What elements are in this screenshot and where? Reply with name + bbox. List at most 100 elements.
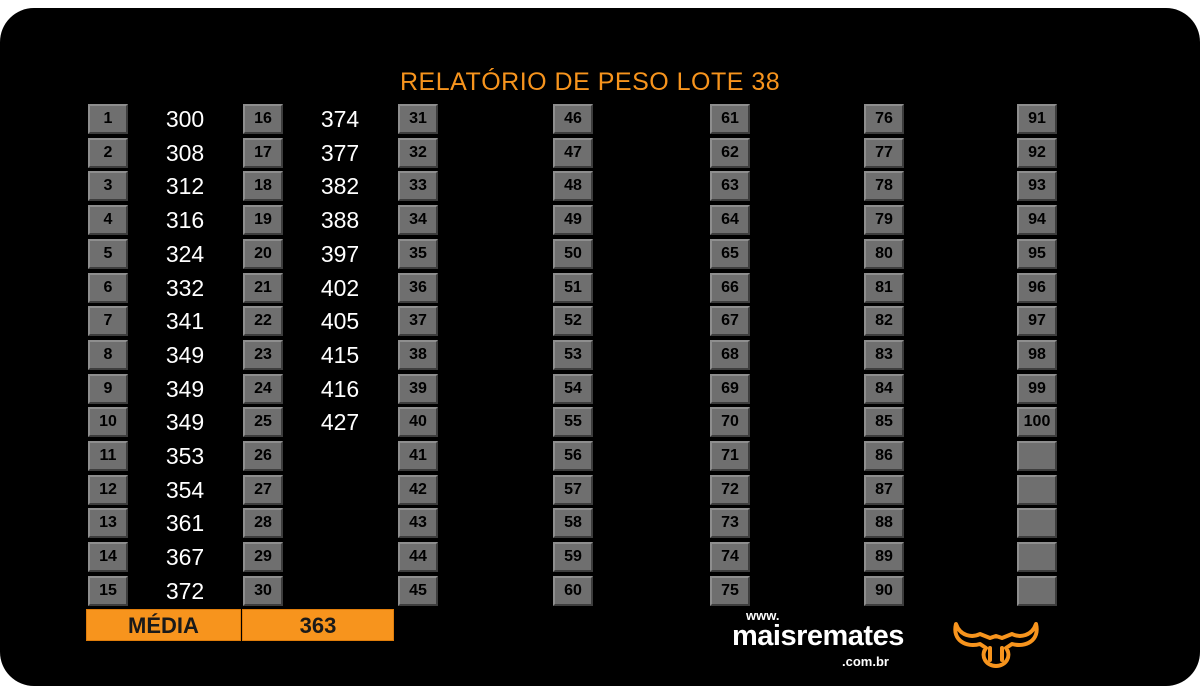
- animal-number-cell: 69: [710, 373, 750, 404]
- animal-number-cell: 84: [864, 373, 904, 404]
- animal-weight-value: 361: [165, 510, 205, 537]
- animal-weight-value: 382: [320, 173, 360, 200]
- animal-number-cell: 24: [243, 373, 283, 404]
- animal-number-cell: 60: [553, 575, 593, 606]
- animal-number-cell: 2: [88, 137, 128, 168]
- animal-weight-value: 349: [165, 375, 205, 402]
- animal-number-cell: 34: [398, 205, 438, 236]
- animal-number-cell: 50: [553, 238, 593, 269]
- animal-number-cell: 23: [243, 339, 283, 370]
- animal-number-cell: 97: [1017, 306, 1057, 337]
- animal-number-cell: 91: [1017, 104, 1057, 134]
- animal-number-cell: 75: [710, 575, 750, 606]
- animal-number-cell: 33: [398, 171, 438, 202]
- animal-number-cell: 48: [553, 171, 593, 202]
- animal-number-cell: [1017, 474, 1057, 505]
- animal-number-cell: 29: [243, 542, 283, 573]
- animal-number-cell: 72: [710, 474, 750, 505]
- animal-number-cell: 39: [398, 373, 438, 404]
- animal-number-cell: 30: [243, 575, 283, 606]
- animal-number-cell: 79: [864, 205, 904, 236]
- animal-number-cell: 47: [553, 137, 593, 168]
- animal-number-cell: 19: [243, 205, 283, 236]
- animal-weight-value: 377: [320, 139, 360, 166]
- bull-logo-icon: [953, 622, 1039, 668]
- logo-domain: .com.br: [842, 654, 889, 669]
- animal-number-cell: 66: [710, 272, 750, 303]
- animal-number-cell: 82: [864, 306, 904, 337]
- animal-weight-value: 308: [165, 139, 205, 166]
- animal-weight-value: 324: [165, 240, 205, 267]
- animal-number-cell: 7: [88, 306, 128, 337]
- animal-number-cell: 22: [243, 306, 283, 337]
- animal-number-cell: 63: [710, 171, 750, 202]
- animal-number-cell: 1: [88, 104, 128, 134]
- animal-number-cell: 81: [864, 272, 904, 303]
- animal-number-cell: 54: [553, 373, 593, 404]
- animal-number-cell: 37: [398, 306, 438, 337]
- animal-number-cell: 17: [243, 137, 283, 168]
- animal-number-cell: 61: [710, 104, 750, 134]
- animal-weight-value: 405: [320, 308, 360, 335]
- animal-number-cell: 31: [398, 104, 438, 134]
- animal-number-cell: 51: [553, 272, 593, 303]
- animal-number-cell: 93: [1017, 171, 1057, 202]
- animal-number-cell: 71: [710, 441, 750, 471]
- animal-weight-value: 427: [320, 409, 360, 436]
- animal-number-cell: 65: [710, 238, 750, 269]
- animal-number-cell: 78: [864, 171, 904, 202]
- animal-number-cell: 6: [88, 272, 128, 303]
- animal-number-cell: 74: [710, 542, 750, 573]
- animal-number-cell: 13: [88, 508, 128, 539]
- animal-number-cell: 3: [88, 171, 128, 202]
- animal-number-cell: [1017, 575, 1057, 606]
- animal-number-cell: 35: [398, 238, 438, 269]
- animal-number-cell: 21: [243, 272, 283, 303]
- animal-weight-value: 349: [165, 409, 205, 436]
- animal-number-cell: 83: [864, 339, 904, 370]
- animal-number-cell: 18: [243, 171, 283, 202]
- animal-weight-value: 367: [165, 544, 205, 571]
- animal-number-cell: 85: [864, 407, 904, 438]
- animal-number-cell: 20: [243, 238, 283, 269]
- animal-number-cell: 88: [864, 508, 904, 539]
- animal-weight-value: 349: [165, 341, 205, 368]
- animal-number-cell: [1017, 441, 1057, 471]
- animal-number-cell: 86: [864, 441, 904, 471]
- animal-number-cell: 41: [398, 441, 438, 471]
- animal-number-cell: 27: [243, 474, 283, 505]
- animal-number-cell: 14: [88, 542, 128, 573]
- animal-weight-value: 354: [165, 476, 205, 503]
- animal-weight-value: 397: [320, 240, 360, 267]
- animal-number-cell: 100: [1017, 407, 1057, 438]
- animal-number-cell: 38: [398, 339, 438, 370]
- animal-number-cell: 53: [553, 339, 593, 370]
- animal-number-cell: 89: [864, 542, 904, 573]
- animal-number-cell: 26: [243, 441, 283, 471]
- animal-weight-value: 415: [320, 341, 360, 368]
- animal-number-cell: 5: [88, 238, 128, 269]
- animal-number-cell: 90: [864, 575, 904, 606]
- animal-number-cell: 68: [710, 339, 750, 370]
- animal-number-cell: 58: [553, 508, 593, 539]
- media-label: MÉDIA: [86, 609, 241, 641]
- animal-number-cell: 12: [88, 474, 128, 505]
- animal-weight-value: 402: [320, 274, 360, 301]
- animal-weight-value: 316: [165, 207, 205, 234]
- media-value: 363: [242, 609, 394, 641]
- animal-number-cell: 96: [1017, 272, 1057, 303]
- report-panel: [0, 8, 1200, 686]
- animal-weight-value: 312: [165, 173, 205, 200]
- animal-number-cell: 10: [88, 407, 128, 438]
- animal-weight-value: 372: [165, 577, 205, 604]
- animal-number-cell: 36: [398, 272, 438, 303]
- animal-number-cell: 15: [88, 575, 128, 606]
- animal-number-cell: 57: [553, 474, 593, 505]
- animal-number-cell: 76: [864, 104, 904, 134]
- animal-number-cell: 95: [1017, 238, 1057, 269]
- animal-number-cell: 62: [710, 137, 750, 168]
- animal-number-cell: 45: [398, 575, 438, 606]
- animal-number-cell: 87: [864, 474, 904, 505]
- animal-number-cell: 64: [710, 205, 750, 236]
- animal-number-cell: 16: [243, 104, 283, 134]
